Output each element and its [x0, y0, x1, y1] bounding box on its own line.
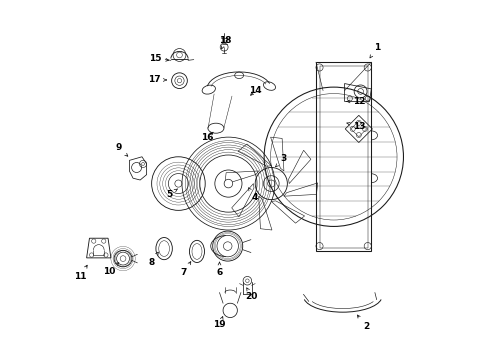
Text: 10: 10 — [102, 263, 119, 276]
Text: 15: 15 — [149, 54, 168, 63]
Text: 7: 7 — [180, 262, 190, 277]
Text: 6: 6 — [216, 262, 222, 277]
Text: 2: 2 — [357, 315, 368, 331]
Text: 20: 20 — [245, 288, 257, 301]
Text: 12: 12 — [346, 97, 365, 106]
Text: 11: 11 — [74, 265, 87, 281]
Text: 16: 16 — [201, 132, 213, 141]
Text: 18: 18 — [218, 36, 231, 49]
Circle shape — [224, 179, 232, 188]
Text: 8: 8 — [148, 252, 158, 267]
Text: 4: 4 — [248, 188, 258, 202]
Text: 17: 17 — [148, 76, 166, 85]
Text: 3: 3 — [275, 154, 286, 167]
Text: 9: 9 — [115, 143, 127, 156]
Text: 1: 1 — [369, 43, 379, 58]
Text: 5: 5 — [166, 189, 177, 199]
Text: 14: 14 — [248, 86, 261, 95]
Text: 13: 13 — [346, 122, 365, 131]
Text: 19: 19 — [213, 316, 225, 329]
